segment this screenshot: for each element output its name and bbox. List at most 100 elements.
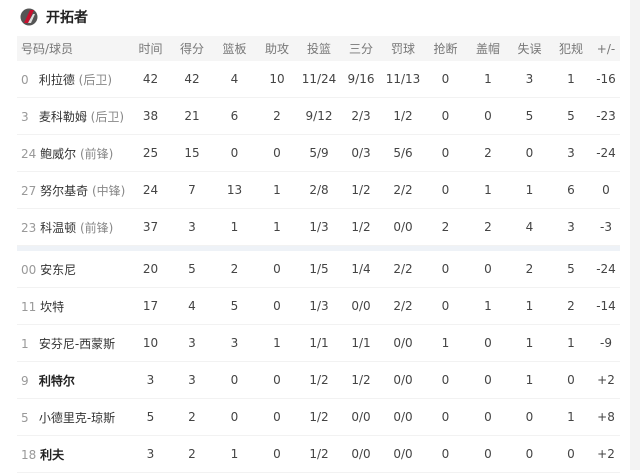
stat-cell: 0 [467,361,509,399]
player-position: (前锋) [79,220,114,235]
player-name[interactable]: 安芬尼-西蒙斯 [38,336,116,351]
stat-cell: 1 [256,324,298,362]
stat-cell: 10 [256,61,298,98]
player-name[interactable]: 小德里克-琼斯 [38,410,116,425]
player-row: 27 努尔基奇 (中锋) 24 7 13 1 2/8 1/2 2/2 0 1 1 6 0 [17,171,620,209]
stat-cell: 5 [509,97,550,135]
stat-cell: 0 [467,398,509,436]
stat-cell: 1 [550,398,592,436]
player-row: 00 安东尼 20 5 2 0 1/5 1/4 2/2 0 0 2 5 -24 [17,251,620,288]
player-name[interactable]: 利夫 [40,447,65,462]
column-header[interactable]: 抢断 [424,36,467,61]
stat-cell: 0 [424,61,467,98]
scrollbar[interactable] [630,0,640,470]
stat-cell: -24 [592,251,620,288]
stat-cell: 1 [467,61,509,98]
column-header[interactable]: 犯规 [550,36,592,61]
stat-cell: 0 [213,134,256,172]
stat-cell: 2 [424,208,467,246]
column-header[interactable]: 助攻 [256,36,298,61]
stat-cell: 2 [467,134,509,172]
player-name[interactable]: 努尔基奇 [40,183,89,198]
stat-cell: 24 [130,171,171,209]
stat-cell: 6 [550,171,592,209]
trail-blazers-logo-icon [20,8,38,26]
player-number: 9 [21,373,29,388]
player-cell: 5 小德里克-琼斯 [17,398,130,436]
stat-cell: 0 [256,287,298,325]
player-name[interactable]: 科温顿 [40,220,77,235]
stat-cell: 0 [467,251,509,288]
stat-cell: 42 [130,61,171,98]
player-number: 27 [21,183,37,198]
stat-cell: 1 [256,171,298,209]
player-name[interactable]: 鲍威尔 [40,146,77,161]
player-row: 0 利拉德 (后卫) 42 42 4 10 11/24 9/16 11/13 0 1 3 1 -16 [17,61,620,98]
box-score-table: 号码/球员 时间 得分 篮板 助攻 投篮 三分 罚球 抢断 盖帽 失误 犯规 +/- 0 利拉德 (后卫… [17,36,620,473]
stat-cell: 2/3 [340,97,382,135]
stat-cell: 3 [550,208,592,246]
stat-cell: 3 [213,324,256,362]
player-cell: 9 利特尔 [17,361,130,399]
player-number: 11 [21,299,37,314]
stat-cell: 4 [171,287,213,325]
column-header[interactable]: 失误 [509,36,550,61]
player-cell: 23 科温顿 (前锋) [17,208,130,246]
player-position: (前锋) [79,146,114,161]
stat-cell: 3 [130,361,171,399]
stat-cell: 5 [130,398,171,436]
stat-cell: 0 [424,435,467,473]
stat-cell: -14 [592,287,620,325]
stat-cell: 1 [213,435,256,473]
column-header[interactable]: 罚球 [382,36,424,61]
column-header[interactable]: 得分 [171,36,213,61]
player-name[interactable]: 坎特 [40,299,65,314]
stat-cell: 0 [424,134,467,172]
player-row: 18 利夫 3 2 1 0 1/2 0/0 0/0 0 0 0 0 +2 [17,435,620,473]
column-header[interactable]: 盖帽 [467,36,509,61]
player-name[interactable]: 麦科勒姆 [38,109,87,124]
stat-cell: 15 [171,134,213,172]
stat-cell: 0 [256,398,298,436]
stat-cell: 1/1 [298,324,340,362]
stat-cell: 4 [213,61,256,98]
column-header[interactable]: +/- [592,36,620,61]
stat-cell: 1/3 [298,287,340,325]
stat-cell: 2/2 [382,251,424,288]
stat-cell: 0 [467,324,509,362]
stat-cell: -16 [592,61,620,98]
player-row: 9 利特尔 3 3 0 0 1/2 1/2 0/0 0 0 1 0 +2 [17,361,620,399]
stat-cell: 0 [424,171,467,209]
player-name[interactable]: 利拉德 [38,72,75,87]
stat-cell: 3 [171,361,213,399]
player-cell: 11 坎特 [17,287,130,325]
player-name[interactable]: 安东尼 [40,262,77,277]
stat-cell: 42 [171,61,213,98]
column-header[interactable]: 投篮 [298,36,340,61]
divider [17,245,620,251]
stat-cell: 0/0 [382,398,424,436]
player-row: 23 科温顿 (前锋) 37 3 1 1 1/3 1/2 0/0 2 2 4 3 -3 [17,208,620,246]
stat-cell: 0 [424,287,467,325]
stat-cell: 0 [256,134,298,172]
stat-cell: 0 [467,97,509,135]
column-header[interactable]: 时间 [130,36,171,61]
stat-cell: 1 [424,324,467,362]
player-name[interactable]: 利特尔 [38,373,75,388]
stat-cell: 1/2 [340,208,382,246]
stat-cell: 5 [550,97,592,135]
stat-cell: 0 [509,398,550,436]
stat-cell: 5 [213,287,256,325]
column-header[interactable]: 三分 [340,36,382,61]
stat-cell: 11/13 [382,61,424,98]
player-cell: 24 鲍威尔 (前锋) [17,134,130,172]
stat-cell: 1/2 [298,361,340,399]
player-row: 11 坎特 17 4 5 0 1/3 0/0 2/2 0 1 1 2 -14 [17,287,620,325]
player-number: 23 [21,220,37,235]
stat-cell: 0 [256,251,298,288]
stat-cell: 38 [130,97,171,135]
player-number: 3 [21,109,29,124]
player-number: 24 [21,146,37,161]
column-header[interactable]: 号码/球员 [17,36,130,61]
column-header[interactable]: 篮板 [213,36,256,61]
